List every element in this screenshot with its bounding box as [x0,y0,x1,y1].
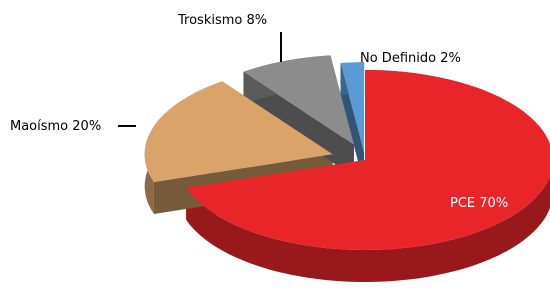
data-label: Troskismo 8% [177,13,267,28]
value-label: 8% [247,13,268,28]
data-label: Maoísmo 20% [10,119,101,134]
value-label: 70% [479,196,508,211]
category-label: No Definido [360,51,436,66]
chart: PCE 70% Maoísmo 20% Troskismo 8% No Definid… [0,0,550,302]
value-label: 2% [440,51,461,66]
category-label: PCE [450,196,475,211]
data-label: No Definido 2% [360,51,461,66]
value-label: 20% [72,119,101,134]
category-label: Troskismo [177,13,242,28]
data-label: PCE 70% [450,196,508,211]
category-label: Maoísmo [10,119,68,134]
